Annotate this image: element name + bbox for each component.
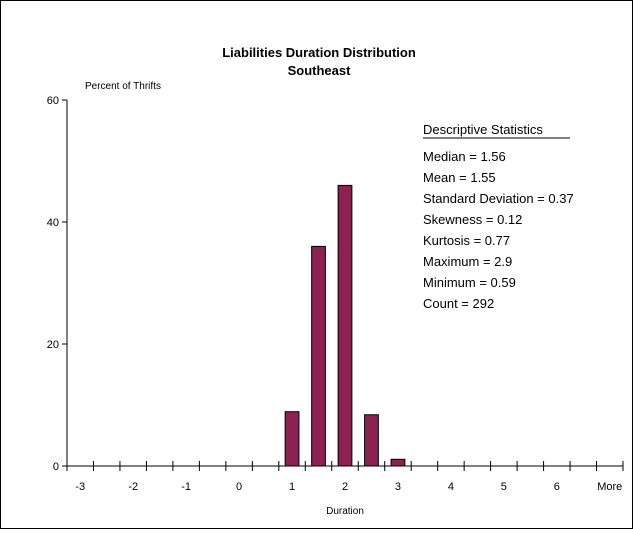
stat-mean: Mean = 1.55 (423, 170, 496, 185)
x-tick-label: 2 (342, 481, 348, 493)
chart-subtitle: Southeast (288, 63, 352, 78)
y-tick-label: 60 (47, 95, 59, 107)
histogram-bar (311, 245, 326, 467)
x-tick-label: -3 (75, 481, 85, 493)
x-tick-label: 0 (236, 481, 242, 493)
histogram-bar (337, 184, 353, 467)
x-tick-label: More (597, 481, 622, 493)
x-tick-label: -1 (181, 481, 191, 493)
histogram-bar (390, 458, 406, 467)
x-tick-label: 6 (554, 481, 560, 493)
histogram-bar (284, 411, 300, 467)
x-tick-label: 4 (448, 481, 454, 493)
bars (284, 184, 406, 467)
x-axis-label: Duration (326, 506, 364, 517)
y-axis-ticks: 0 20 40 60 (47, 95, 67, 473)
stat-median: Median = 1.56 (423, 149, 506, 164)
x-tick-label: 1 (289, 481, 295, 493)
x-tick-label: 5 (501, 481, 507, 493)
y-tick-label: 20 (47, 339, 59, 351)
stat-skewness: Skewness = 0.12 (423, 212, 522, 227)
y-tick-label: 40 (47, 217, 59, 229)
y-axis-label: Percent of Thrifts (85, 81, 161, 92)
x-tick-label: -2 (128, 481, 138, 493)
stats-heading: Descriptive Statistics (423, 122, 543, 137)
histogram-bar (364, 414, 379, 467)
chart-title: Liabilities Duration Distribution (222, 45, 416, 60)
stat-count: Count = 292 (423, 296, 494, 311)
stat-maximum: Maximum = 2.9 (423, 254, 512, 269)
stat-minimum: Minimum = 0.59 (423, 275, 516, 290)
stat-std-dev: Standard Deviation = 0.37 (423, 191, 574, 206)
x-tick-label: 3 (395, 481, 401, 493)
descriptive-statistics: Descriptive Statistics Median = 1.56 Mea… (423, 122, 574, 311)
stat-kurtosis: Kurtosis = 0.77 (423, 233, 510, 248)
y-tick-label: 0 (53, 461, 59, 473)
